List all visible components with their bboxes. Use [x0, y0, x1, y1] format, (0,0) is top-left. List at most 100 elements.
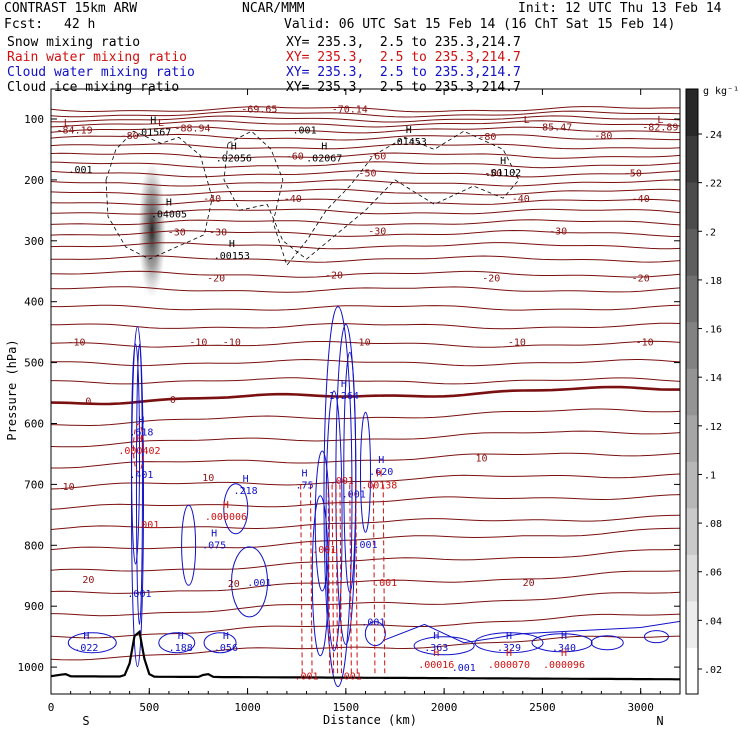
isotherm: [51, 242, 680, 250]
isotherm: [51, 170, 680, 178]
temperature-label: -30: [368, 226, 386, 237]
isotherm: [51, 270, 680, 278]
temperature-label: -20: [207, 273, 225, 284]
temperature-label: 20: [228, 579, 240, 590]
high-value: .056: [214, 643, 238, 654]
isotherm: [51, 548, 680, 572]
contour-label: .001: [293, 125, 317, 136]
high-marker: H: [321, 142, 327, 153]
colorbar-tick-label: .1: [704, 470, 716, 481]
y-tick-label: 600: [24, 418, 44, 431]
colorbar-unit: g kg⁻¹: [703, 86, 739, 97]
cloud-water-contour: [203, 632, 237, 654]
colorbar-tick-label: .18: [704, 276, 722, 287]
contour-label: .001: [294, 672, 318, 683]
temperature-label: -50: [624, 169, 642, 180]
high-value: .022: [74, 643, 98, 654]
cloud-water-contour: [474, 632, 544, 654]
isotherm: [51, 208, 680, 215]
cloud-water-contour: [231, 546, 269, 618]
high-value: .75: [296, 481, 314, 492]
temperature-label: -70.14: [332, 105, 368, 116]
high-value: .02067: [306, 154, 342, 165]
temperature-label: -60: [286, 152, 304, 163]
isotherm: [51, 452, 680, 469]
south-label: S: [82, 714, 89, 728]
y-tick-label: 800: [24, 539, 44, 552]
field-labels: -84.19 -80 -88.94 -69.65 -70.14 -85.47 -80 -82.…: [57, 105, 679, 683]
x-tick-label: 3000: [627, 701, 654, 714]
contour-label: .001: [342, 490, 366, 501]
colorbar-segment: [686, 507, 698, 555]
colorbar-tick-label: .14: [704, 373, 722, 384]
cloud-water-contour: [131, 343, 141, 565]
cloud-water-contour: [311, 495, 329, 657]
colorbar-tick-label: .12: [704, 422, 722, 433]
isotherm: [51, 473, 680, 490]
temperature-label: -30: [549, 226, 567, 237]
contour-label: .001: [68, 165, 92, 176]
y-tick-label: 700: [24, 478, 44, 491]
high-marker: H: [506, 631, 512, 642]
temperature-label: -69.65: [241, 105, 277, 116]
high-marker: H: [500, 156, 506, 167]
x-axis-label: Distance (km): [323, 713, 417, 727]
cloud-water-contour: [67, 632, 117, 654]
temperature-label: -60: [368, 152, 386, 163]
high-value: .01453: [391, 137, 427, 148]
isotherm: [51, 188, 680, 196]
colorbar-segment: [686, 135, 698, 183]
temperature-label: -82.89: [642, 122, 678, 133]
isotherm: [51, 430, 680, 448]
temperature-label: -10: [636, 337, 654, 348]
legend-cloud-water: Cloud water mixing ratio: [7, 65, 195, 80]
high-marker: H: [378, 455, 384, 466]
xy-snow: XY= 235.3, 2.5 to 235.3,214.7: [286, 35, 521, 50]
xy-cloud-ice: XY= 235.3, 2.5 to 235.3,214.7: [286, 80, 521, 95]
low-marker: L: [64, 118, 70, 129]
y-tick-label: 100: [24, 113, 44, 126]
x-tick-label: 1500: [333, 701, 360, 714]
isotherm: [51, 106, 680, 113]
contour-label: .001: [127, 589, 151, 600]
x-tick-label: 1000: [234, 701, 261, 714]
center-label: NCAR/MMM: [242, 1, 305, 16]
high-value: .01102: [485, 168, 521, 179]
temperature-label: -10: [189, 337, 207, 348]
temperature-label: -88.94: [174, 124, 210, 135]
high-marker: H: [341, 379, 347, 390]
contour-label: .001: [361, 617, 385, 628]
x-tick-label: 2000: [431, 701, 458, 714]
high-marker: H: [83, 631, 89, 642]
colorbar-tick-label: .16: [704, 325, 722, 336]
colorbar-tick-label: .02: [704, 665, 722, 676]
high-marker: H: [211, 528, 217, 539]
temperature-label: -40: [203, 194, 221, 205]
temperature-label: -10: [223, 337, 241, 348]
colorbar-segment: [686, 228, 698, 276]
legend-cloud-ice: Cloud ice mixing ratio: [7, 80, 180, 95]
high-marker: H: [150, 115, 156, 126]
temperature-label: -10: [508, 337, 526, 348]
high-value: .075: [202, 540, 226, 551]
high-marker: H: [136, 434, 142, 445]
isotherm: [51, 514, 680, 530]
contour-label: .001: [330, 476, 354, 487]
temperature-label: -30: [209, 228, 227, 239]
isotherm: [51, 527, 680, 551]
colorbar-tick-label: .08: [704, 519, 722, 530]
temperature-label: -10: [353, 337, 371, 348]
colorbar-segment: [686, 461, 698, 509]
high-marker: H: [376, 469, 382, 480]
temperature-label: -80: [478, 132, 496, 143]
high-marker: H: [302, 469, 308, 480]
temperature-label: -40: [284, 194, 302, 205]
isotherm: [51, 635, 680, 661]
colorbar-tick-label: .04: [704, 616, 722, 627]
xy-rain: XY= 235.3, 2.5 to 235.3,214.7: [286, 50, 521, 65]
colorbar: .24 .22 .2 .18 .16 .14 .12 .1 .08 .06 .04 .02: [685, 88, 722, 695]
north-label: N: [656, 714, 663, 728]
high-marker: H: [138, 416, 144, 427]
y-tick-label: 900: [24, 600, 44, 613]
